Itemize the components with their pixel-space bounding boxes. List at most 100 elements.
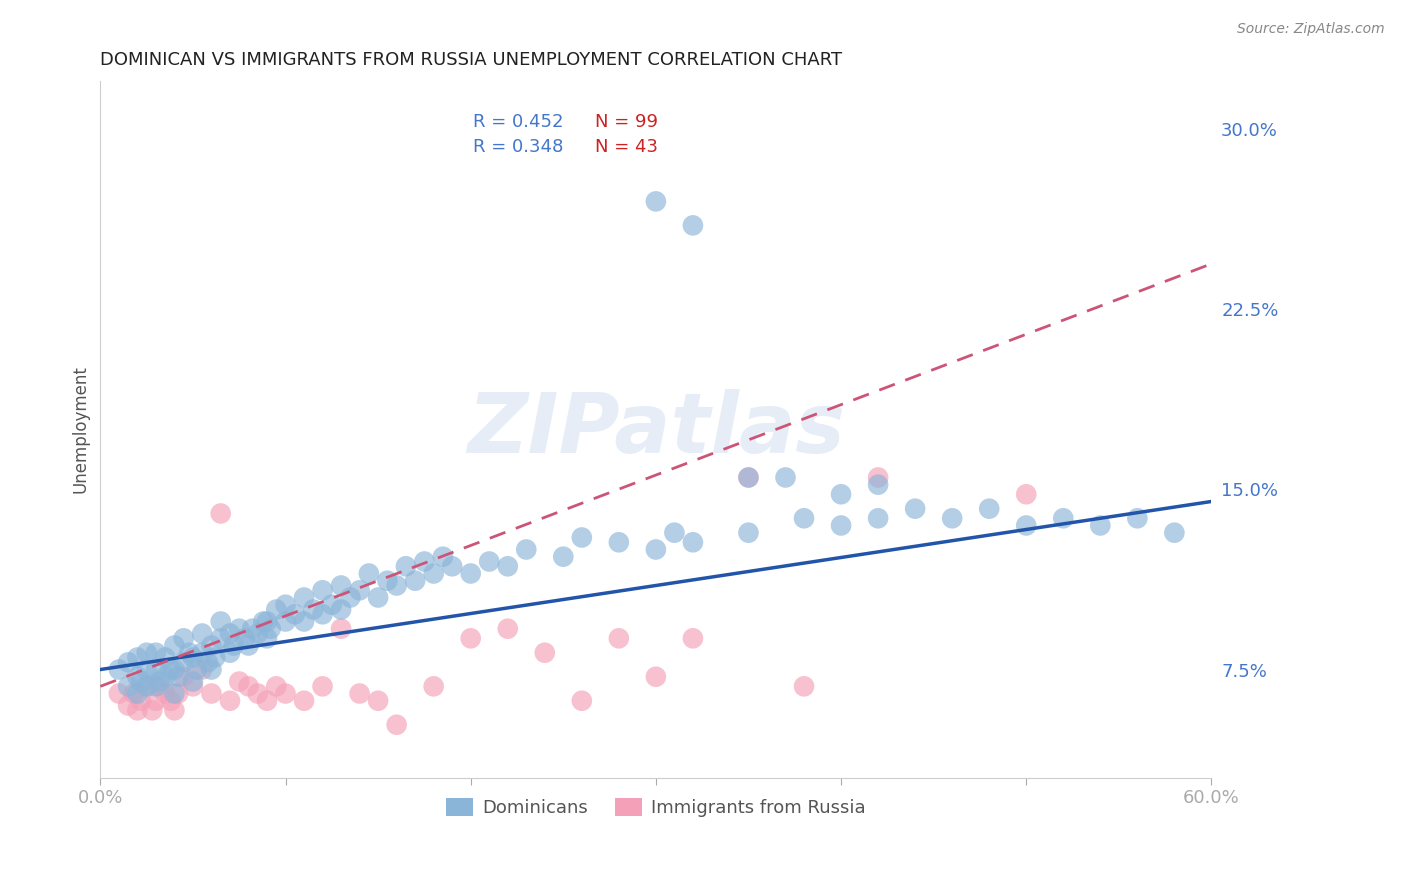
Point [1015, 518, 1038, 533]
Point [153, 670, 176, 684]
Point [135, 663, 157, 677]
Point [256, 632, 278, 646]
Point [1163, 525, 1185, 540]
Point [830, 487, 852, 501]
Point [830, 518, 852, 533]
Point [868, 470, 890, 484]
Point [607, 632, 630, 646]
Point [127, 687, 149, 701]
Point [737, 470, 759, 484]
Point [108, 663, 131, 677]
Point [441, 559, 464, 574]
Point [167, 670, 190, 684]
Text: R = 0.452: R = 0.452 [472, 112, 562, 131]
Point [357, 566, 380, 581]
Point [571, 694, 593, 708]
Point [292, 615, 315, 629]
Point [264, 679, 287, 693]
Point [135, 679, 157, 693]
Point [793, 511, 815, 525]
Point [238, 679, 260, 693]
Point [163, 663, 186, 677]
Point [117, 656, 139, 670]
Point [311, 583, 333, 598]
Point [108, 687, 131, 701]
Point [330, 622, 353, 636]
Point [153, 687, 176, 701]
Text: R = 0.348: R = 0.348 [472, 138, 562, 156]
Point [367, 694, 389, 708]
Point [159, 663, 181, 677]
Point [191, 663, 214, 677]
Point [228, 674, 250, 689]
Point [200, 639, 222, 653]
Point [330, 602, 353, 616]
Point [321, 598, 343, 612]
Point [256, 615, 278, 629]
Point [163, 687, 186, 701]
Point [127, 670, 149, 684]
Point [200, 663, 222, 677]
Point [868, 511, 890, 525]
Point [432, 549, 454, 564]
Point [197, 656, 219, 670]
Point [145, 663, 167, 677]
Point [682, 632, 704, 646]
Point [135, 646, 157, 660]
Point [246, 626, 269, 640]
Point [129, 674, 152, 689]
Point [1126, 511, 1149, 525]
Point [644, 670, 666, 684]
Point [186, 663, 208, 677]
Point [181, 679, 204, 693]
Point [311, 679, 333, 693]
Point [422, 679, 444, 693]
Point [200, 687, 222, 701]
Point [385, 717, 408, 731]
Point [793, 679, 815, 693]
Point [129, 694, 152, 708]
Point [904, 501, 927, 516]
Point [173, 632, 195, 646]
Point [607, 535, 630, 549]
Point [775, 470, 797, 484]
Point [191, 626, 214, 640]
Point [644, 542, 666, 557]
Point [274, 615, 297, 629]
Point [292, 694, 315, 708]
Point [478, 554, 501, 568]
Point [141, 703, 163, 717]
Point [460, 566, 482, 581]
Point [145, 679, 167, 693]
Point [377, 574, 399, 588]
Point [302, 602, 325, 616]
Point [644, 194, 666, 209]
Point [682, 535, 704, 549]
Point [219, 694, 242, 708]
Point [311, 607, 333, 622]
Point [1015, 487, 1038, 501]
Point [181, 674, 204, 689]
Y-axis label: Unemployment: Unemployment [72, 366, 89, 493]
Point [209, 615, 232, 629]
Point [1090, 518, 1112, 533]
Point [163, 703, 186, 717]
Point [868, 477, 890, 491]
Point [274, 598, 297, 612]
Point [204, 650, 226, 665]
Point [117, 698, 139, 713]
Point [228, 622, 250, 636]
Point [274, 687, 297, 701]
Point [173, 656, 195, 670]
Point [515, 542, 537, 557]
Point [252, 615, 274, 629]
Point [135, 679, 157, 693]
Text: Source: ZipAtlas.com: Source: ZipAtlas.com [1237, 22, 1385, 37]
Legend: Dominicans, Immigrants from Russia: Dominicans, Immigrants from Russia [439, 790, 873, 824]
Point [460, 632, 482, 646]
Point [284, 607, 307, 622]
Point [737, 525, 759, 540]
Point [339, 591, 361, 605]
Point [163, 639, 186, 653]
Point [149, 679, 172, 693]
